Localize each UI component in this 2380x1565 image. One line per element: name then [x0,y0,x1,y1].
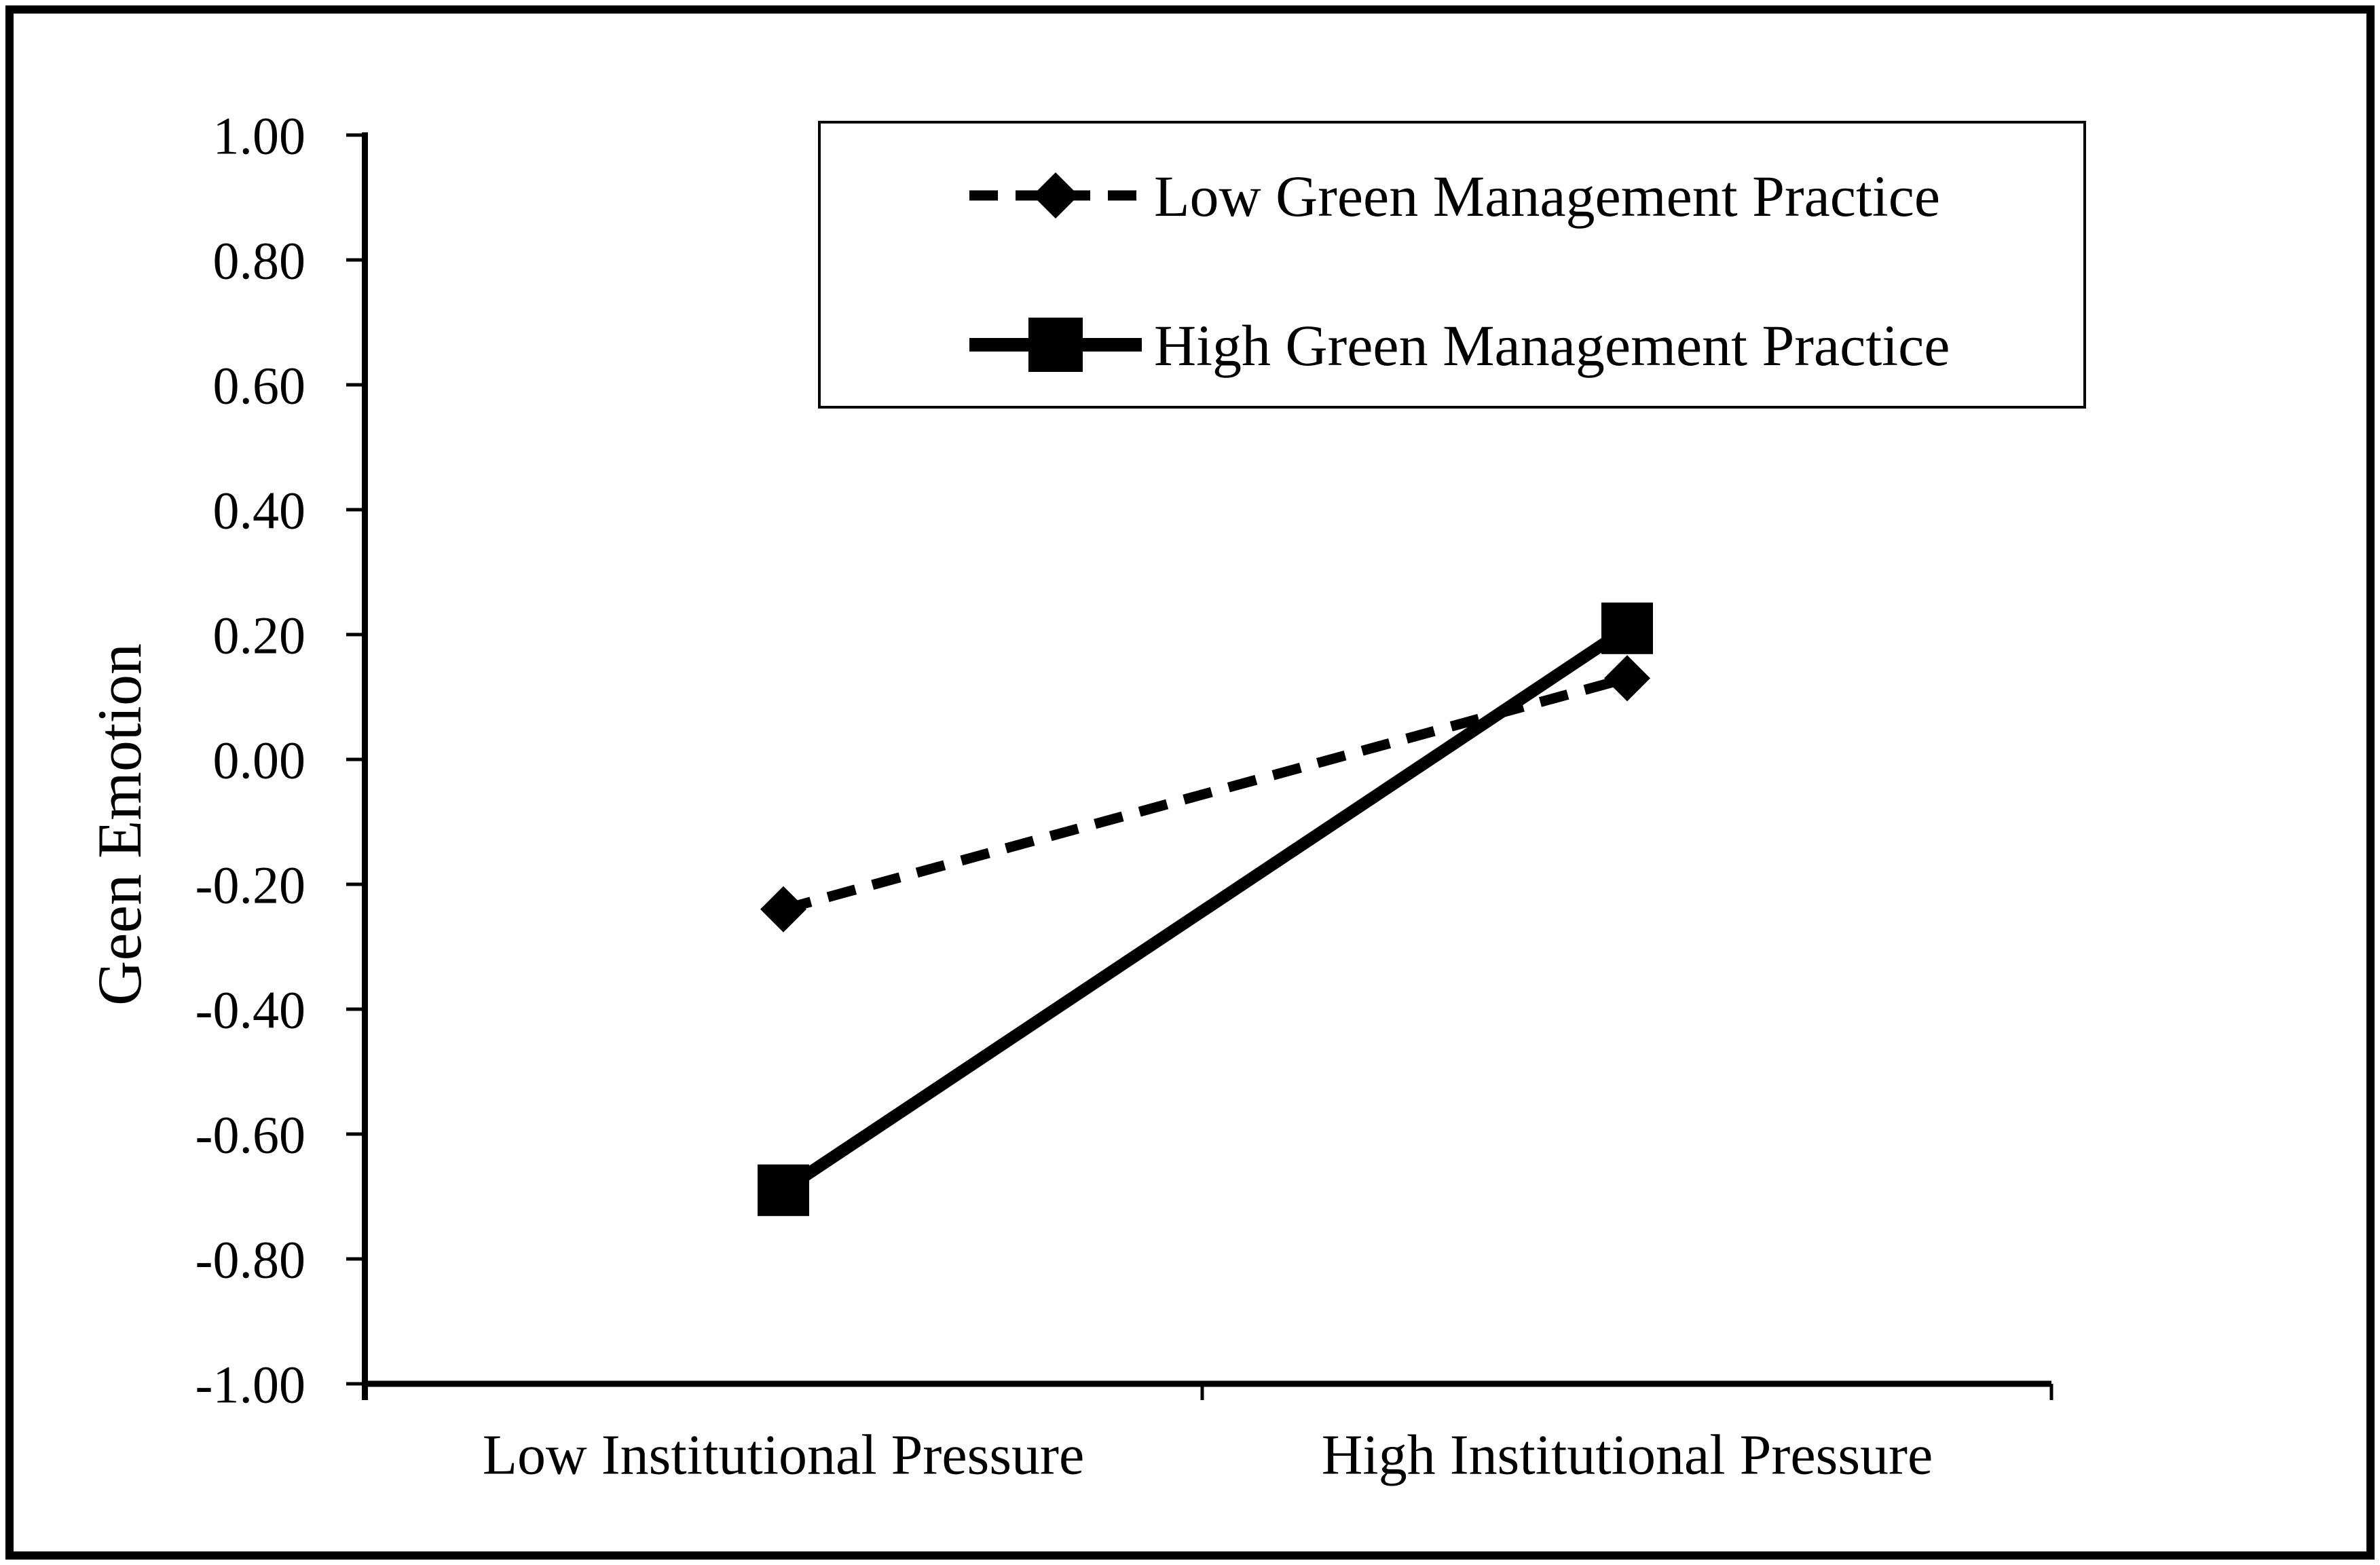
category-label-high-institutional-pressure: High Institutional Pressure [1322,1423,1933,1486]
diamond-marker-icon [1604,655,1650,702]
y-axis-title: Geen Emotion [85,643,154,1006]
y-tick-label: -0.20 [196,855,305,914]
x-axis [362,1380,2053,1400]
legend-item-low-green-management-practice: Low Green Management Practice [969,164,1940,229]
legend-square-marker-icon [1028,318,1083,372]
square-marker-icon [758,1164,809,1216]
legend-diamond-marker-icon [1033,172,1079,219]
y-tick-label: 0.60 [213,356,306,415]
y-tick-label: -1.00 [196,1355,305,1414]
legend-item-high-green-management-practice: High Green Management Practice [969,313,1950,378]
x-axis-category-labels: Low Institutional Pressure High Institut… [483,1423,1933,1486]
y-axis-ticks [346,133,365,1386]
y-tick-label: 0.00 [213,730,306,789]
y-axis: 1.00 0.80 0.60 0.40 0.20 0.00 -0.20 -0.40 -0.60 -… [196,106,368,1414]
legend: Low Green Management Practice High Green… [818,121,2086,409]
y-tick-label: 0.80 [213,231,306,290]
figure-border [5,5,2375,1560]
legend-label-low-gmp: Low Green Management Practice [1154,164,1940,229]
square-marker-icon [1601,602,1653,654]
series-line-low-green-management-practice [782,673,1629,915]
y-tick-label: 1.00 [213,106,306,165]
diamond-marker-icon [760,886,806,932]
series-line-high-green-management-practice [780,623,1631,1196]
y-tick-label: -0.60 [196,1105,305,1164]
y-axis-tick-labels: 1.00 0.80 0.60 0.40 0.20 0.00 -0.20 -0.40 -0.60 -… [196,106,305,1414]
y-tick-label: -0.80 [196,1230,305,1289]
series-layer [758,602,1653,1216]
y-tick-label: 0.40 [213,480,306,540]
y-tick-label: 0.20 [213,605,306,664]
category-label-low-institutional-pressure: Low Institutional Pressure [483,1423,1085,1486]
x-axis-ticks [363,1384,2053,1400]
y-tick-label: -0.40 [196,980,305,1039]
legend-label-high-gmp: High Green Management Practice [1154,313,1950,378]
